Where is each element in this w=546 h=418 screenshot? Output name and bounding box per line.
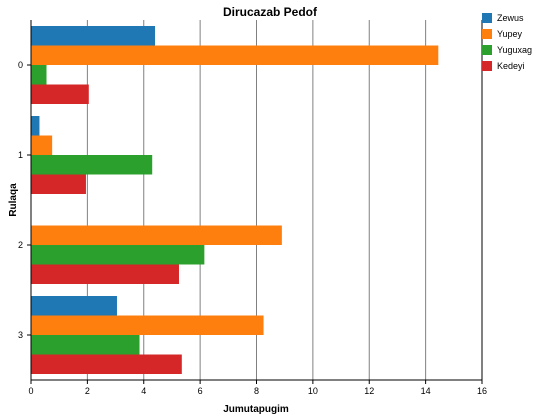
- x-tick-label: 4: [141, 386, 146, 396]
- legend-swatch-zewus: [482, 13, 492, 23]
- x-tick-label: 0: [28, 386, 33, 396]
- bar-kedeyi-0: [31, 84, 89, 104]
- y-tick-label: 1: [18, 150, 23, 160]
- bar-kedeyi-3: [31, 354, 182, 374]
- x-tick-labels: 0 2 4 6 8 10 12 14 16: [28, 380, 487, 396]
- bar-kedeyi-1: [31, 174, 86, 194]
- bar-yuguxag-3: [31, 335, 140, 355]
- y-tick-label: 0: [18, 60, 23, 70]
- bar-yupey-1: [31, 135, 53, 155]
- legend: Zewus Yupey Yuguxag Kedeyi: [482, 13, 532, 71]
- y-axis-label: Rulaqa: [8, 183, 19, 217]
- x-tick-label: 2: [85, 386, 90, 396]
- bar-yupey-0: [31, 45, 439, 65]
- x-tick-label: 16: [477, 386, 487, 396]
- bar-kedeyi-2: [31, 264, 179, 284]
- bar-yupey-3: [31, 315, 264, 335]
- bar-zewus-0: [31, 26, 156, 46]
- x-tick-label: 10: [308, 386, 318, 396]
- x-tick-label: 14: [421, 386, 431, 396]
- legend-label-zewus: Zewus: [497, 13, 524, 23]
- legend-swatch-kedeyi: [482, 61, 492, 71]
- legend-label-yuguxag: Yuguxag: [497, 45, 532, 55]
- y-tick-label: 3: [18, 330, 23, 340]
- bars: [31, 26, 439, 374]
- x-axis-label: Jumutapugim: [223, 404, 289, 415]
- bar-yuguxag-2: [31, 245, 205, 265]
- bar-yupey-2: [31, 225, 282, 245]
- legend-swatch-yuguxag: [482, 45, 492, 55]
- legend-swatch-yupey: [482, 29, 492, 39]
- y-tick-labels: 0 1 2 3: [18, 60, 31, 340]
- x-tick-label: 8: [254, 386, 259, 396]
- x-tick-label: 12: [364, 386, 374, 396]
- grid-lines: [86, 20, 427, 380]
- legend-label-kedeyi: Kedeyi: [497, 61, 525, 71]
- bar-zewus-1: [31, 116, 40, 136]
- legend-label-yupey: Yupey: [497, 29, 523, 39]
- chart-title: Dirucazab Pedof: [223, 5, 318, 19]
- bar-yuguxag-1: [31, 155, 153, 175]
- bar-zewus-3: [31, 296, 117, 316]
- y-tick-label: 2: [18, 240, 23, 250]
- x-tick-label: 6: [198, 386, 203, 396]
- bar-yuguxag-0: [31, 65, 47, 85]
